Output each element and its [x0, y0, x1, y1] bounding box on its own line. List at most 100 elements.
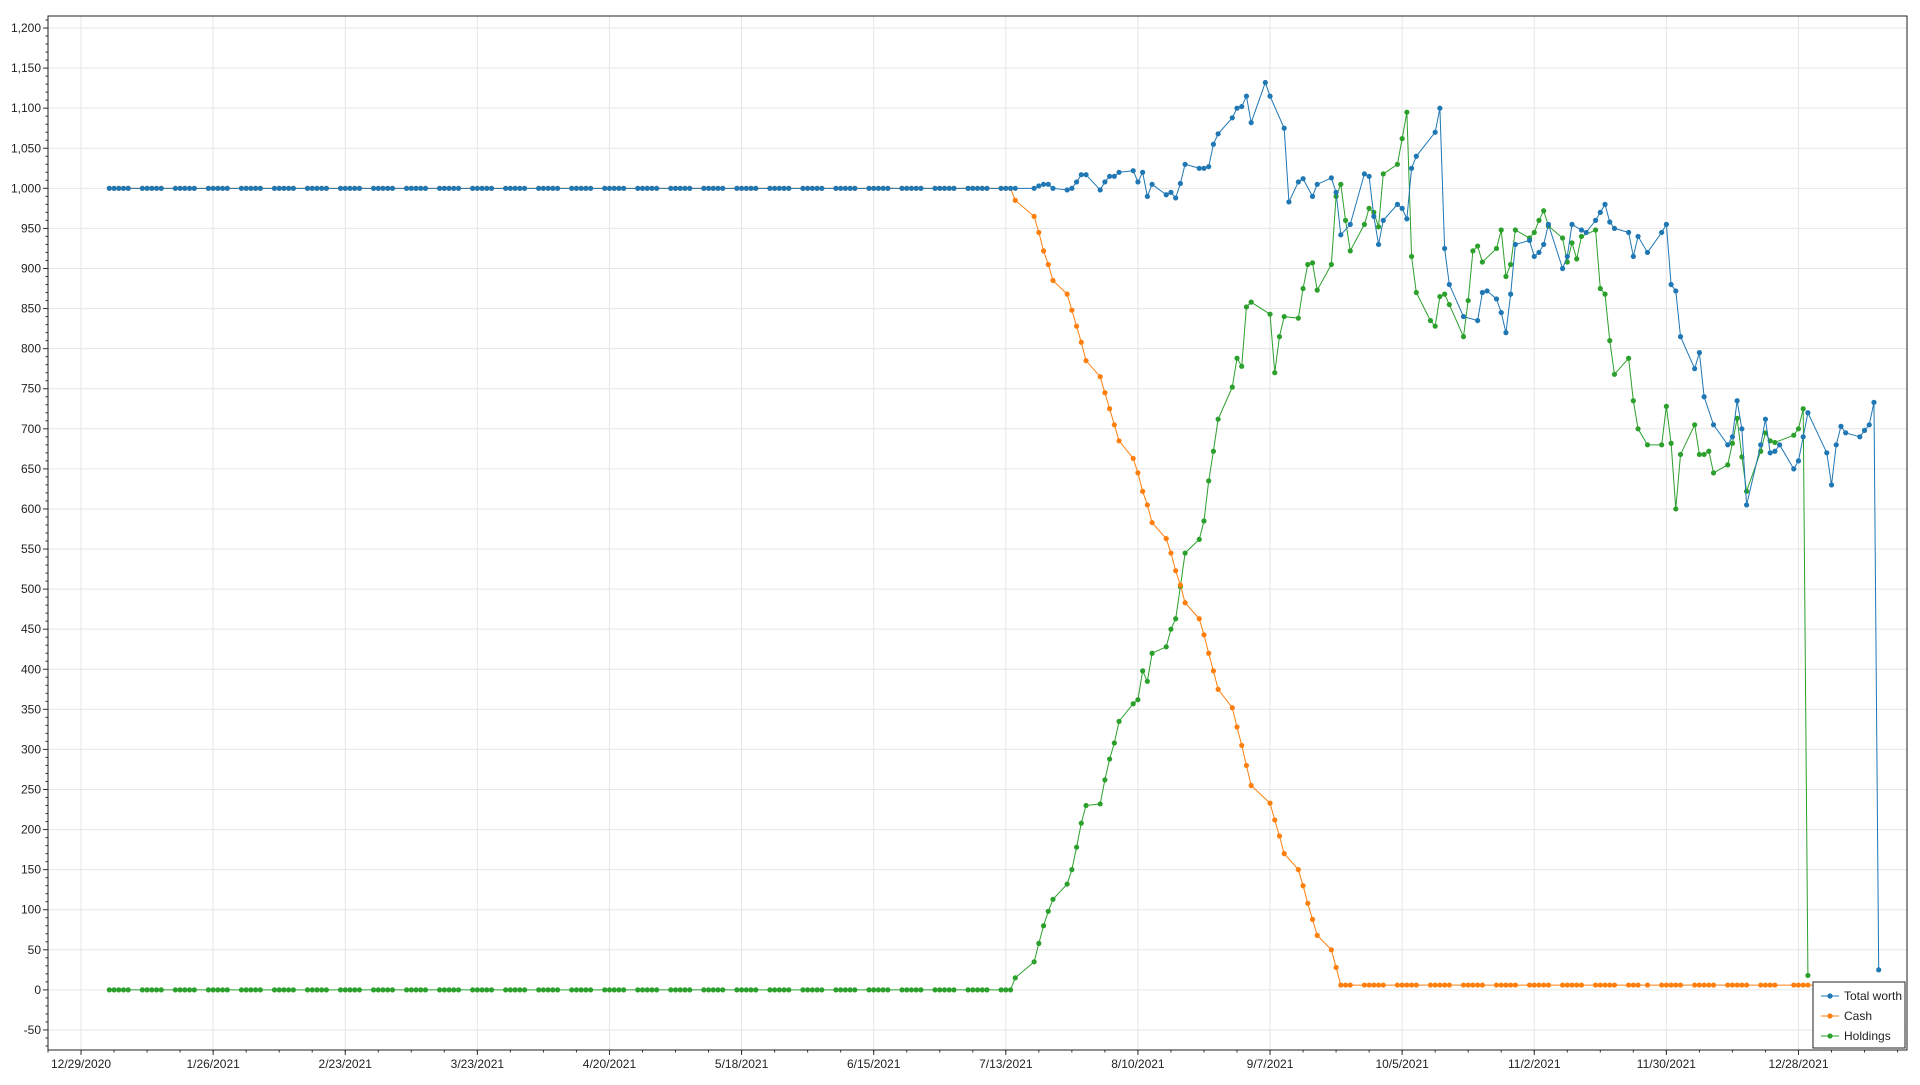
- data-point-cash: [1338, 982, 1343, 987]
- data-point-cash: [1768, 982, 1773, 987]
- data-point-holdings: [220, 987, 225, 992]
- data-point-holdings: [1801, 406, 1806, 411]
- data-point-total-worth: [1211, 142, 1216, 147]
- data-point-total-worth: [437, 186, 442, 191]
- data-point-holdings: [866, 987, 871, 992]
- data-point-holdings: [390, 987, 395, 992]
- data-point-total-worth: [1725, 442, 1730, 447]
- data-point-total-worth: [1437, 106, 1442, 111]
- data-point-total-worth: [583, 186, 588, 191]
- data-point-cash: [1272, 817, 1277, 822]
- data-point-cash: [1065, 292, 1070, 297]
- data-point-holdings: [343, 987, 348, 992]
- data-point-cash: [1739, 982, 1744, 987]
- data-point-holdings: [899, 987, 904, 992]
- data-point-total-worth: [277, 186, 282, 191]
- data-point-cash: [1659, 982, 1664, 987]
- data-point-cash: [1702, 982, 1707, 987]
- data-point-holdings: [1069, 867, 1074, 872]
- data-point-total-worth: [253, 186, 258, 191]
- data-point-holdings: [508, 987, 513, 992]
- data-point-total-worth: [244, 186, 249, 191]
- data-point-holdings: [881, 987, 886, 992]
- data-point-total-worth: [980, 186, 985, 191]
- y-tick-label: 550: [21, 542, 41, 556]
- data-point-cash: [1461, 982, 1466, 987]
- data-point-cash: [1447, 982, 1452, 987]
- data-point-holdings: [848, 987, 853, 992]
- data-point-holdings: [668, 987, 673, 992]
- data-point-cash: [1145, 502, 1150, 507]
- data-point-holdings: [286, 987, 291, 992]
- data-point-cash: [1678, 982, 1683, 987]
- data-point-holdings: [1607, 338, 1612, 343]
- data-point-total-worth: [1300, 176, 1305, 181]
- data-point-holdings: [1730, 441, 1735, 446]
- data-point-holdings: [947, 987, 952, 992]
- data-point-holdings: [682, 987, 687, 992]
- data-point-total-worth: [286, 186, 291, 191]
- data-point-holdings: [451, 987, 456, 992]
- y-tick-label: 800: [21, 342, 41, 356]
- data-point-cash: [1267, 801, 1272, 806]
- data-point-holdings: [305, 987, 310, 992]
- data-point-holdings: [1230, 385, 1235, 390]
- data-point-total-worth: [1310, 194, 1315, 199]
- data-point-total-worth: [324, 186, 329, 191]
- data-point-total-worth: [1036, 183, 1041, 188]
- data-point-holdings: [1593, 227, 1598, 232]
- data-point-cash: [1711, 982, 1716, 987]
- data-point-total-worth: [1702, 394, 1707, 399]
- data-point-holdings: [1249, 300, 1254, 305]
- data-point-total-worth: [159, 186, 164, 191]
- data-point-total-worth: [1697, 350, 1702, 355]
- data-point-total-worth: [1173, 195, 1178, 200]
- data-point-holdings: [484, 987, 489, 992]
- data-point-holdings: [1206, 478, 1211, 483]
- data-point-total-worth: [1008, 186, 1013, 191]
- data-point-holdings: [1711, 470, 1716, 475]
- data-point-total-worth: [357, 186, 362, 191]
- data-point-holdings: [937, 987, 942, 992]
- data-point-total-worth: [843, 186, 848, 191]
- data-point-holdings: [1404, 110, 1409, 115]
- data-point-holdings: [215, 987, 220, 992]
- data-point-cash: [1409, 982, 1414, 987]
- data-point-cash: [1668, 982, 1673, 987]
- data-point-total-worth: [541, 186, 546, 191]
- data-point-total-worth: [1381, 218, 1386, 223]
- data-point-cash: [1470, 982, 1475, 987]
- data-point-holdings: [701, 987, 706, 992]
- data-point-holdings: [1277, 334, 1282, 339]
- data-point-total-worth: [1692, 366, 1697, 371]
- data-point-holdings: [489, 987, 494, 992]
- data-point-holdings: [607, 987, 612, 992]
- data-point-cash: [1135, 470, 1140, 475]
- data-point-cash: [1376, 982, 1381, 987]
- data-point-total-worth: [1635, 234, 1640, 239]
- data-point-total-worth: [909, 186, 914, 191]
- data-point-total-worth: [376, 186, 381, 191]
- data-point-total-worth: [1282, 126, 1287, 131]
- y-tick-label: 0: [34, 983, 41, 997]
- data-point-total-worth: [1442, 246, 1447, 251]
- data-point-holdings: [1602, 292, 1607, 297]
- data-point-total-worth: [800, 186, 805, 191]
- data-point-total-worth: [602, 186, 607, 191]
- data-point-total-worth: [848, 186, 853, 191]
- data-point-total-worth: [347, 186, 352, 191]
- data-point-cash: [1565, 982, 1570, 987]
- data-point-holdings: [1673, 506, 1678, 511]
- data-point-cash: [1763, 982, 1768, 987]
- data-point-holdings: [244, 987, 249, 992]
- data-point-holdings: [555, 987, 560, 992]
- data-point-holdings: [1508, 262, 1513, 267]
- data-point-holdings: [843, 987, 848, 992]
- data-point-holdings: [1036, 941, 1041, 946]
- data-point-total-worth: [1777, 442, 1782, 447]
- data-point-total-worth: [475, 186, 480, 191]
- data-point-holdings: [744, 987, 749, 992]
- data-point-holdings: [640, 987, 645, 992]
- data-point-total-worth: [1414, 154, 1419, 159]
- data-point-holdings: [1697, 452, 1702, 457]
